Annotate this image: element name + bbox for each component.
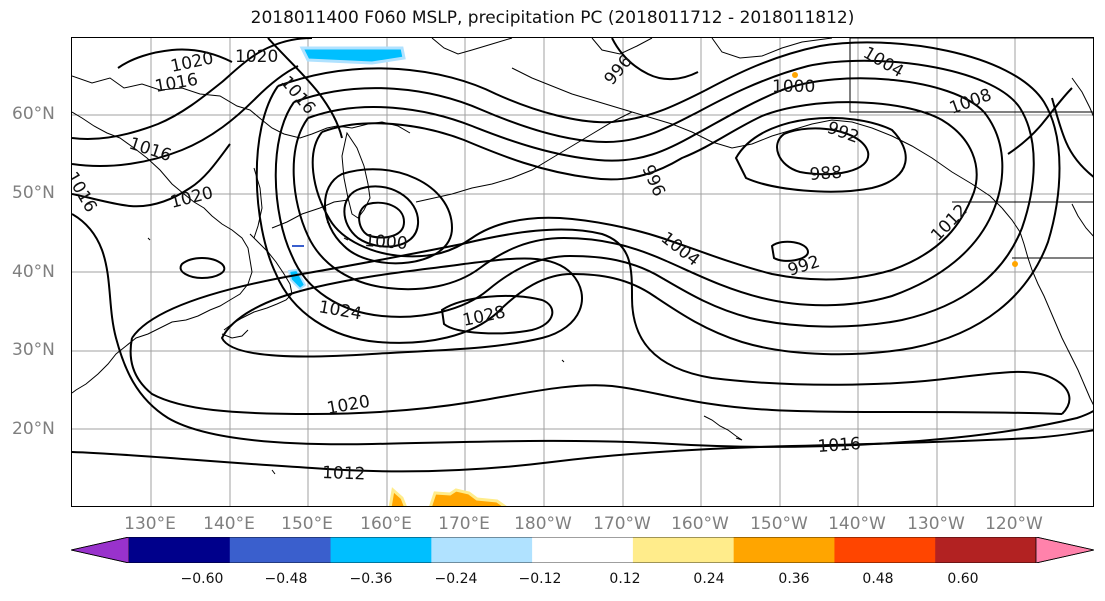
colorbar-segment: [733, 537, 835, 563]
colorbar-tick: −0.36: [349, 571, 393, 587]
lon-label: 180°W: [514, 514, 572, 534]
isobar-label: 1020: [235, 47, 278, 67]
colorbar-tick: 0.12: [609, 571, 641, 587]
lon-label: 140°W: [828, 514, 886, 534]
colorbar-segment: [129, 537, 231, 563]
colorbar-tick: 0.48: [862, 571, 894, 587]
lon-label: 160°W: [671, 514, 729, 534]
isobar-label: 992: [824, 118, 861, 148]
isobar-label: 1012: [927, 200, 971, 245]
lat-label: 30°N: [12, 340, 55, 360]
map-panel: 1020 1020 1016 1016 996 1000 1004 1008 1…: [71, 37, 1094, 507]
lon-label: 160°E: [360, 514, 412, 534]
lon-label: 130°E: [124, 514, 176, 534]
colorbar-segment: [834, 537, 936, 563]
colorbar-segment: [431, 537, 533, 563]
colorbar-tick: 0.24: [693, 571, 725, 587]
lat-label: 20°N: [12, 419, 55, 439]
isobar-label: 1008: [947, 85, 994, 119]
colorbar-tick: 0.60: [947, 571, 979, 587]
isobar-label: 988: [809, 163, 843, 185]
isobar-label: 1004: [657, 228, 703, 270]
colorbar-segment: [330, 537, 432, 563]
lat-label: 40°N: [12, 262, 55, 282]
isobar-label: 1016: [817, 434, 862, 457]
colorbar-extend-max: [1035, 537, 1094, 563]
lon-label: 170°E: [438, 514, 490, 534]
colorbar-segments: [71, 537, 1094, 563]
isobar-label: 996: [601, 51, 637, 89]
map-title: 2018011400 F060 MSLP, precipitation PC (…: [250, 8, 855, 28]
lon-label: 130°W: [907, 514, 965, 534]
isobar-label: 992: [785, 252, 822, 281]
isobar-label: 1024: [317, 297, 363, 324]
colorbar-tick: −0.24: [434, 571, 478, 587]
isobar-label: 1016: [72, 169, 101, 216]
isobars: [72, 38, 1093, 473]
lon-label: 140°E: [203, 514, 255, 534]
lat-label: 50°N: [12, 183, 55, 203]
isobar-label: 1016: [153, 70, 199, 97]
isobar-label: 1000: [772, 77, 815, 97]
lon-label: 170°W: [593, 514, 651, 534]
isobar-label: 1028: [461, 302, 507, 331]
colorbar-segment: [532, 537, 634, 563]
colorbar-tick: −0.48: [264, 571, 308, 587]
colorbar-segment: [229, 537, 332, 563]
isobar-label: 1012: [322, 463, 366, 484]
lon-label: 120°W: [985, 514, 1043, 534]
colorbar-tick: −0.60: [180, 571, 224, 587]
isobar-label: 1004: [860, 43, 907, 82]
precip-shading: [287, 46, 1018, 506]
colorbar-segment: [632, 537, 735, 563]
colorbar-extend-min: [71, 537, 130, 563]
map-canvas: 1020 1020 1016 1016 996 1000 1004 1008 1…: [72, 38, 1093, 506]
lon-label: 150°W: [750, 514, 808, 534]
isobar-label: 1020: [325, 392, 371, 419]
colorbar-tick: −0.12: [518, 571, 562, 587]
lon-label: 150°E: [281, 514, 333, 534]
coastlines: [72, 38, 1093, 475]
colorbar-tick: 0.36: [778, 571, 810, 587]
colorbar: [71, 537, 1094, 563]
lat-label: 60°N: [12, 104, 55, 124]
isobar-label: 1000: [364, 231, 409, 254]
colorbar-segment: [935, 537, 1037, 563]
